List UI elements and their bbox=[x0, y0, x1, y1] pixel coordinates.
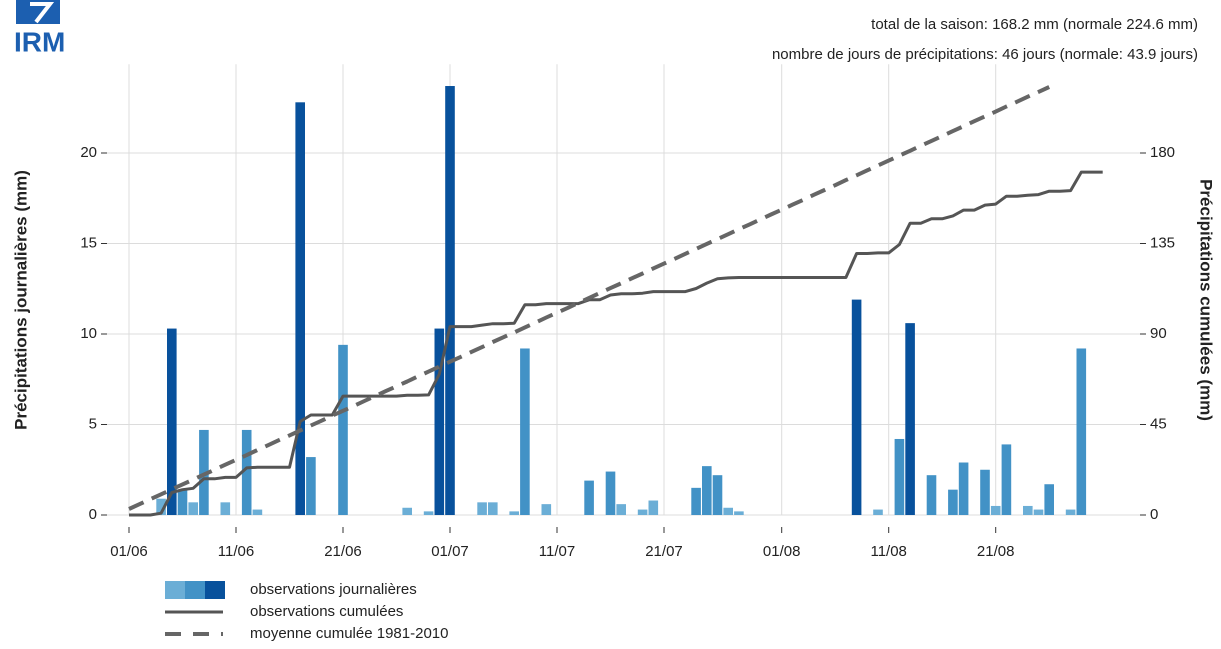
bar bbox=[1065, 509, 1076, 515]
legend-swatch bbox=[185, 581, 205, 599]
logo-glyph bbox=[30, 2, 55, 24]
x-tick-label: 01/08 bbox=[763, 543, 801, 560]
bar bbox=[894, 438, 905, 515]
legend-label: observations journalières bbox=[250, 581, 417, 598]
x-tick-label: 11/06 bbox=[218, 543, 254, 560]
y-axis-label: Précipitations journalières (mm) bbox=[11, 170, 30, 430]
y2-tick-label: 135 bbox=[1150, 234, 1175, 251]
bar bbox=[958, 462, 969, 515]
bar bbox=[520, 348, 530, 515]
y2-tick-label: 45 bbox=[1150, 415, 1167, 432]
y-tick-label: 5 bbox=[89, 415, 97, 432]
y-tick-label: 10 bbox=[80, 325, 97, 342]
line bbox=[128, 85, 1051, 511]
bar bbox=[402, 507, 412, 515]
legend-label: moyenne cumulée 1981-2010 bbox=[250, 625, 448, 642]
bar bbox=[541, 504, 552, 515]
bar bbox=[873, 509, 883, 515]
bar bbox=[220, 502, 231, 515]
bar bbox=[1033, 509, 1044, 515]
logo: IRM bbox=[14, 0, 65, 57]
bar bbox=[156, 498, 166, 515]
bar bbox=[434, 328, 445, 515]
bar bbox=[295, 102, 305, 515]
y2-tick-label: 180 bbox=[1150, 144, 1175, 161]
bar bbox=[1001, 444, 1012, 515]
legend-swatch bbox=[165, 581, 185, 599]
chart-title: total de la saison: 168.2 mm (normale 22… bbox=[871, 16, 1198, 33]
bar bbox=[712, 475, 723, 515]
bar bbox=[167, 328, 177, 515]
bar bbox=[306, 457, 316, 515]
y-tick-label: 20 bbox=[80, 144, 97, 161]
bar bbox=[648, 500, 659, 515]
bar bbox=[338, 344, 348, 515]
bar bbox=[477, 502, 487, 515]
bar bbox=[702, 466, 712, 515]
bar bbox=[637, 509, 648, 515]
bar bbox=[584, 480, 594, 515]
y2-tick-label: 90 bbox=[1150, 325, 1167, 342]
bar bbox=[691, 487, 701, 515]
legend-swatch bbox=[205, 581, 225, 599]
bar bbox=[1076, 348, 1087, 515]
x-tick-label: 01/06 bbox=[110, 543, 148, 560]
bar bbox=[188, 502, 198, 515]
y-tick-label: 15 bbox=[80, 234, 97, 251]
y-tick-label: 0 bbox=[89, 506, 97, 523]
bar bbox=[948, 489, 958, 515]
bar bbox=[851, 299, 862, 515]
y2-axis-label: Précipitations cumulées (mm) bbox=[1197, 179, 1216, 421]
bar bbox=[1023, 505, 1033, 515]
x-tick-label: 21/08 bbox=[977, 543, 1015, 560]
x-tick-label: 21/07 bbox=[645, 543, 683, 560]
bar bbox=[990, 505, 1001, 515]
bar bbox=[177, 489, 188, 515]
chart-subtitle: nombre de jours de précipitations: 46 jo… bbox=[772, 46, 1198, 63]
bar bbox=[509, 511, 519, 515]
bar bbox=[423, 511, 434, 515]
bar bbox=[926, 475, 937, 515]
bar bbox=[252, 509, 263, 515]
y2-tick-label: 0 bbox=[1150, 506, 1158, 523]
logo-text: IRM bbox=[14, 26, 65, 57]
bar bbox=[241, 429, 252, 515]
bar bbox=[1044, 484, 1054, 515]
bar bbox=[723, 507, 733, 515]
x-tick-label: 01/07 bbox=[431, 543, 469, 560]
x-tick-label: 11/08 bbox=[870, 543, 906, 560]
bar bbox=[905, 323, 915, 515]
bar bbox=[734, 511, 744, 515]
x-tick-label: 11/07 bbox=[539, 543, 575, 560]
x-tick-label: 21/06 bbox=[324, 543, 362, 560]
line bbox=[129, 170, 1103, 517]
bar bbox=[980, 469, 990, 515]
bar bbox=[445, 86, 455, 516]
bar bbox=[488, 502, 498, 515]
legend-label: observations cumulées bbox=[250, 603, 403, 620]
bar bbox=[605, 471, 616, 515]
bar bbox=[616, 504, 626, 515]
